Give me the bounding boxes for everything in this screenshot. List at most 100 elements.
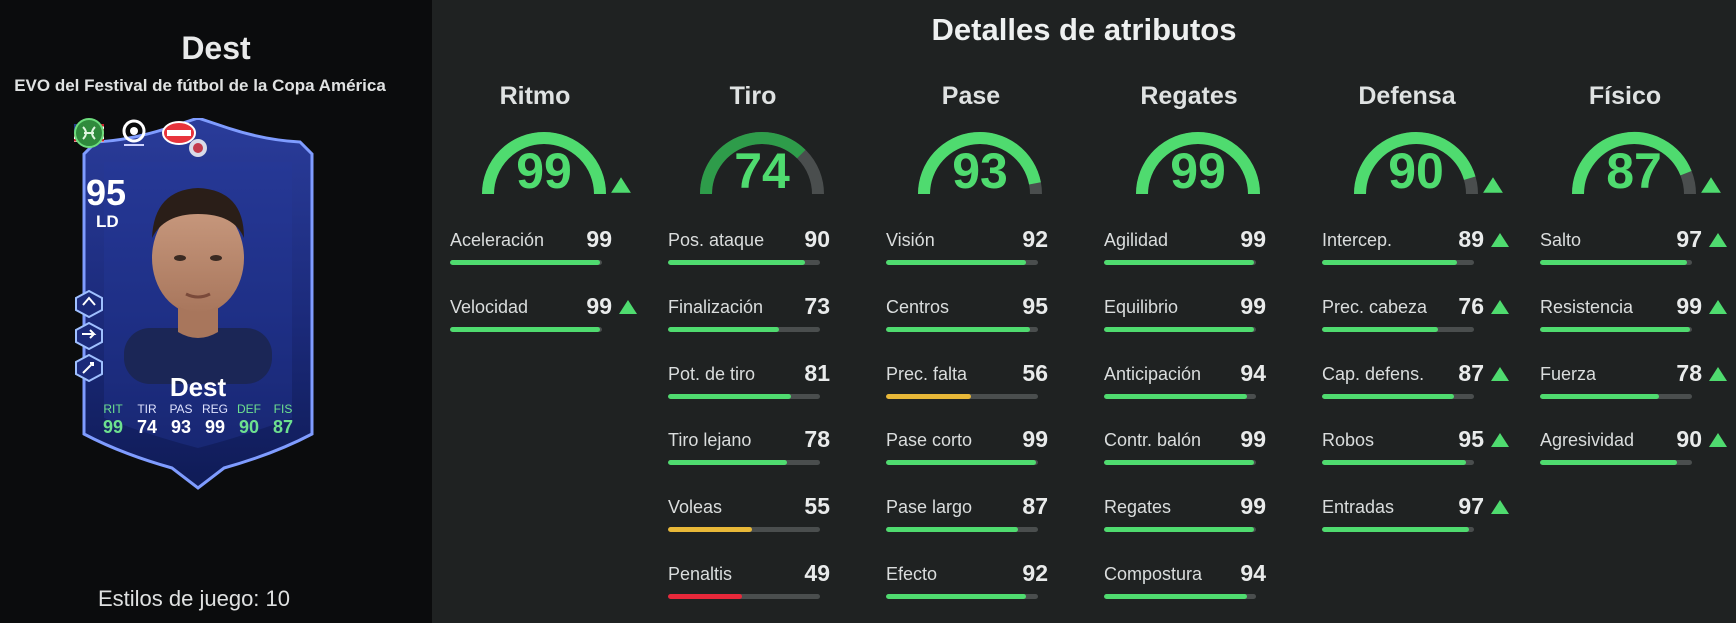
attribute-name: Equilibrio [1104, 296, 1179, 317]
attribute-row: Intercep. 89 [1322, 226, 1522, 270]
attribute-name: Penaltis [668, 564, 733, 584]
attribute-name: Pos. ataque [668, 230, 765, 250]
attribute-row: Aceleración 99 [450, 226, 650, 270]
playstyle-icon[interactable] [74, 354, 104, 382]
attribute-name: Robos [1322, 430, 1375, 451]
rating-gauge [1354, 132, 1478, 195]
card-background [82, 118, 314, 490]
attribute-bar-fill [1540, 460, 1677, 466]
attribute-row: Compostura 94 [1104, 560, 1304, 604]
upgrade-arrow-icon [1491, 433, 1509, 448]
evolution-icon[interactable] [74, 118, 104, 148]
upgrade-arrow-icon [1709, 299, 1727, 314]
attribute-name: Salto [1540, 230, 1582, 250]
upgrade-arrow-icon [1491, 233, 1509, 247]
attribute-row: Centros 95 [886, 293, 1086, 337]
attribute-bar-fill [1322, 326, 1438, 332]
attribute-bar [668, 527, 820, 533]
attribute-row: Pase largo 87 [886, 493, 1086, 537]
attribute-name: Tiro lejano [668, 430, 752, 451]
gauge-fill [918, 132, 1041, 195]
card-stat-key: REG [201, 402, 228, 416]
attribute-name: Visión [886, 230, 935, 250]
attribute-row: Prec. falta 56 [886, 360, 1086, 404]
attribute-value: 99 [1676, 292, 1702, 319]
psv-club-icon [162, 121, 196, 145]
attribute-bar-fill [1104, 527, 1255, 533]
attribute-bar-fill [886, 393, 972, 399]
attribute-value: 89 [1458, 226, 1484, 252]
card-stat-key: FIS [273, 402, 293, 416]
attribute-bar-fill [886, 527, 1019, 533]
card-stat-value: 90 [238, 417, 260, 437]
category-rating: 99 [1170, 143, 1226, 199]
attribute-bar [1322, 326, 1474, 332]
upgrade-arrow-icon [1491, 500, 1509, 515]
card-stat: REG 99 [200, 402, 230, 438]
category-name: Ritmo [499, 82, 571, 110]
attribute-value: 78 [804, 426, 830, 453]
attribute-name: Contr. balón [1104, 430, 1202, 451]
gauge-fill [1572, 132, 1692, 195]
rating-gauge [482, 132, 606, 195]
attribute-bar-fill [668, 594, 743, 599]
player-card[interactable]: 95 LD Dest RIT 99 TIR 74 PAS 93 REG 99 DEF 90… [74, 118, 322, 490]
playstyle-icon[interactable] [74, 322, 104, 350]
attribute-bar-fill [668, 527, 752, 533]
eredivisie-league-icon [122, 119, 146, 146]
attribute-name: Finalización [668, 296, 764, 317]
attribute-bar [668, 460, 820, 466]
category-name: Pase [941, 82, 1001, 110]
attribute-bar [668, 260, 820, 265]
attribute-row: Resistencia 99 [1540, 293, 1736, 337]
attribute-row: Fuerza 78 [1540, 360, 1736, 404]
attribute-value: 97 [1458, 493, 1484, 520]
attribute-name: Efecto [886, 564, 938, 584]
upgrade-arrow-icon [1709, 433, 1727, 448]
category-rating: 87 [1606, 143, 1662, 199]
attribute-bar [668, 393, 820, 399]
attribute-bar-fill [886, 460, 1037, 466]
attribute-name: Centros [886, 296, 950, 317]
attribute-name: Velocidad [450, 296, 529, 317]
attribute-value: 99 [1240, 226, 1266, 252]
attribute-bar-fill [668, 460, 787, 466]
attribute-bar-fill [1322, 460, 1467, 466]
card-stat-value: 99 [204, 417, 226, 437]
attribute-bar [886, 527, 1038, 533]
category-rating: 74 [734, 143, 790, 199]
attribute-bar [450, 260, 602, 265]
card-stat-value: 87 [272, 417, 294, 437]
attribute-row: Pos. ataque 90 [668, 226, 868, 270]
attribute-row: Equilibrio 99 [1104, 293, 1304, 337]
upgrade-arrow-icon [1483, 177, 1503, 193]
attribute-bar-fill [450, 326, 601, 332]
category-rating: 99 [516, 143, 572, 199]
attribute-name: Prec. cabeza [1322, 296, 1428, 317]
attribute-bar [886, 326, 1038, 332]
attribute-bar [886, 460, 1038, 466]
attribute-bar [1540, 460, 1692, 466]
attribute-row: Salto 97 [1540, 226, 1736, 270]
attribute-name: Pase largo [886, 497, 973, 518]
attribute-bar-fill [1104, 460, 1255, 466]
attribute-bar-fill [1322, 393, 1455, 399]
playstyle-icon[interactable] [74, 290, 104, 318]
playstyles-count[interactable]: Estilos de juego: 10 [97, 586, 291, 611]
player-panel: Dest EVO del Festival de fútbol de la Co… [0, 0, 432, 623]
upgrade-arrow-icon [611, 177, 631, 193]
attribute-name: Entradas [1322, 497, 1395, 518]
attribute-row: Contr. balón 99 [1104, 426, 1304, 470]
attribute-bar [1540, 260, 1692, 265]
category-rating: 93 [952, 143, 1008, 199]
attribute-value: 87 [1022, 493, 1048, 520]
attribute-name: Agresividad [1540, 430, 1635, 451]
attribute-row: Efecto 92 [886, 560, 1086, 604]
attribute-row: Tiro lejano 78 [668, 426, 868, 470]
attribute-bar [1322, 260, 1474, 265]
attribute-bar [668, 326, 820, 332]
attribute-name: Prec. falta [886, 363, 968, 384]
attribute-row: Entradas 97 [1322, 493, 1522, 537]
attribute-bar-fill [1540, 326, 1691, 332]
attribute-name: Pot. de tiro [668, 363, 756, 384]
